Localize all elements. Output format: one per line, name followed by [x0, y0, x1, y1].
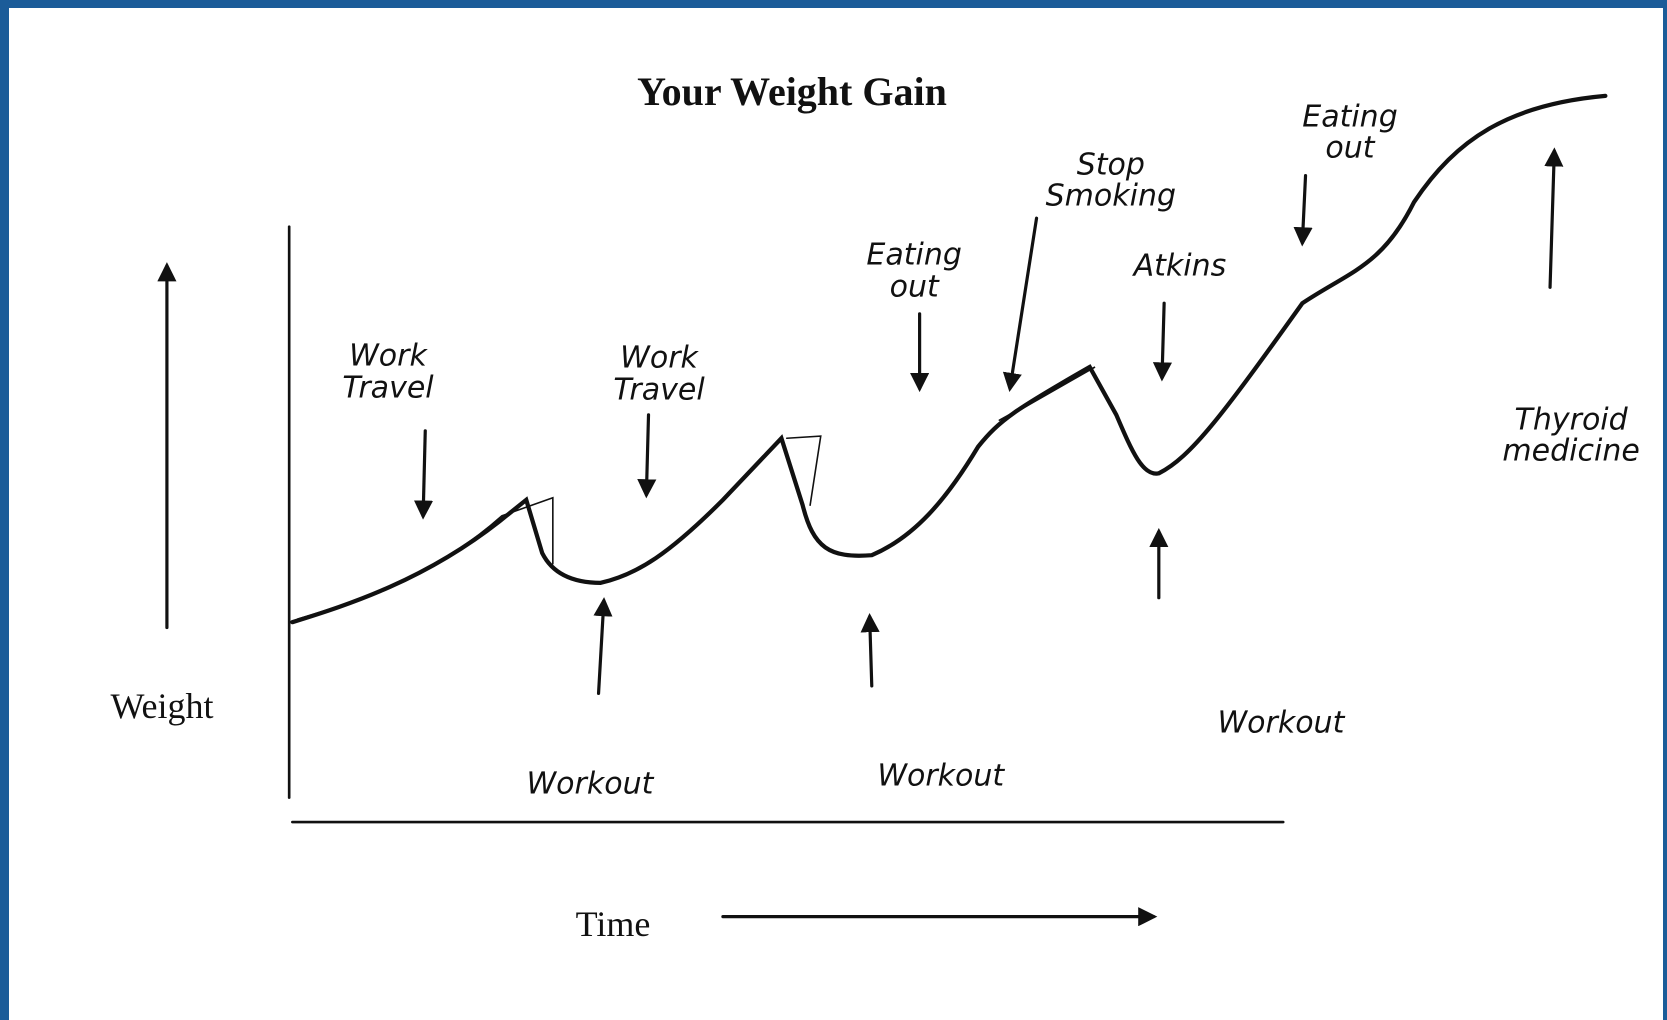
annotation-arrow: [646, 415, 648, 495]
annotation: Workout: [527, 769, 654, 801]
sketch: [0, 0, 1667, 1020]
annotation: Atkins: [1134, 250, 1227, 282]
annotation-arrow: [1010, 218, 1037, 388]
annotation-arrow: [1162, 303, 1164, 377]
page: Your Weight Gain Weight Time Work Travel…: [0, 0, 1667, 1020]
annotation: Workout: [1217, 707, 1344, 739]
annotation: Work Travel: [613, 343, 704, 406]
y-axis-label: Weight: [110, 688, 213, 726]
annotation-arrow: [423, 431, 425, 516]
title: Your Weight Gain: [637, 71, 947, 113]
annotation: Thyroid medicine: [1502, 404, 1639, 467]
weight-curve: [292, 96, 1605, 622]
annotation-arrow: [1302, 176, 1305, 243]
annotation: Workout: [877, 760, 1004, 792]
annotation: Eating out: [866, 240, 962, 303]
annotation: Work Travel: [342, 341, 433, 404]
annotation: Eating out: [1302, 101, 1398, 164]
annotation: Stop Smoking: [1046, 149, 1176, 212]
x-axis-label: Time: [576, 906, 651, 944]
annotation-arrow: [1550, 151, 1554, 287]
annotation-arrow: [870, 617, 872, 686]
annotation-arrow: [599, 601, 604, 693]
